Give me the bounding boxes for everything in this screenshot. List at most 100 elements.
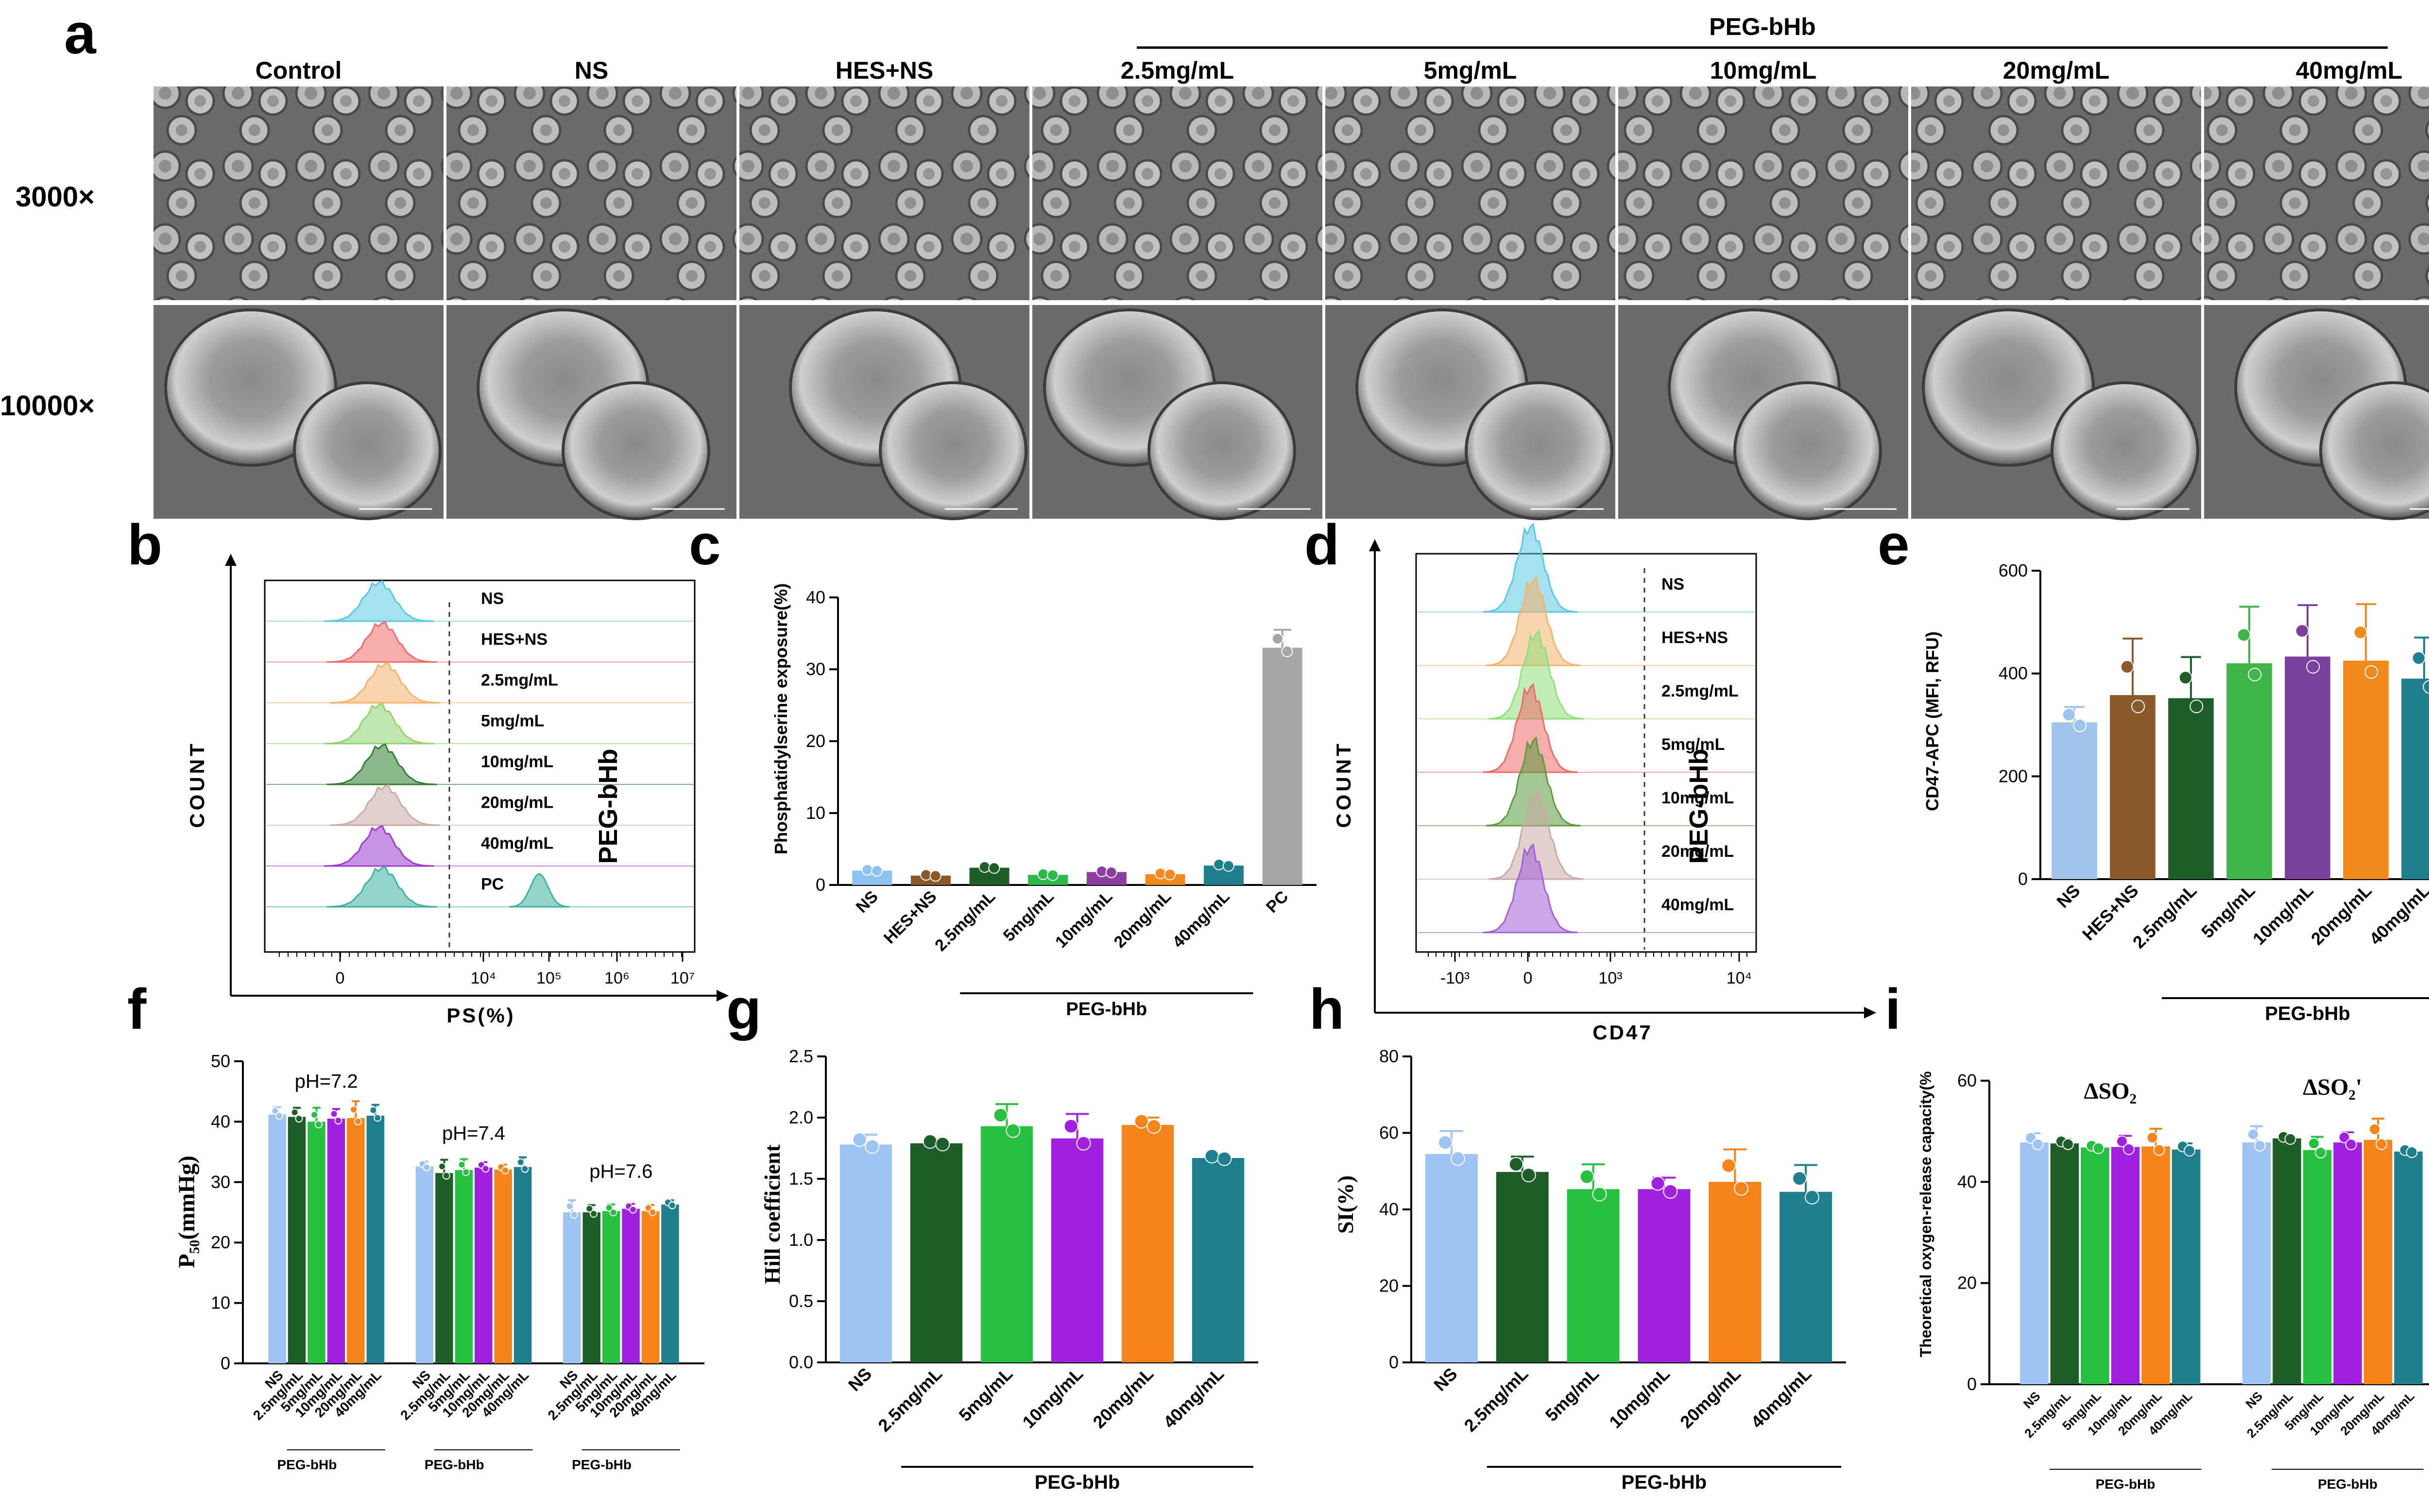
b-y-arrow-icon [225,554,237,566]
data-point [935,1137,950,1152]
histogram-ns [324,580,434,622]
x-label-2-5mg-ml: 2.5mg/mL [2129,881,2201,952]
data-point [2247,1128,2259,1140]
d-ylabel: COUNT [1332,741,1355,828]
e-ytick-label: 200 [1999,766,2028,786]
x-label-40mg-ml: 40mg/mL [1169,887,1233,951]
data-point [334,1117,342,1125]
peg-bhb-label: PEG-bHb [277,1457,337,1472]
bar-so-20mg-ml [2363,1139,2393,1384]
panel-letter-h: h [1309,977,1344,1041]
bar-5mg-ml [980,1126,1033,1362]
d-side-label: PEG-bHb [1684,749,1713,864]
x-label-20mg-ml: 20mg/mL [1676,1364,1745,1432]
histogram-5mg-ml [324,702,434,745]
g-ytick-label: 0.0 [789,1352,813,1372]
column-label-20mg-ml: 20mg/mL [2003,57,2110,84]
x-label-10mg-ml: 10mg/mL [1605,1364,1674,1432]
data-point [929,870,941,882]
data-point [1164,868,1176,881]
data-point [516,1158,525,1166]
bar-5mg-ml [2226,663,2272,879]
bar-ph-7-6-2-5mg-ml [582,1212,600,1363]
sem-tile-3000x-10mg-ml [1618,86,1908,300]
histogram-ns [1483,523,1578,613]
row-label-10000x: 10000× [0,390,95,422]
rbc-cell-large [2051,381,2199,520]
bar-ns [2052,722,2097,879]
data-point [2353,626,2367,639]
data-point [609,1208,617,1217]
d-x-arrow-icon [1864,1007,1876,1019]
bar-2-5mg-ml [910,1143,963,1362]
i-ytick-label: 40 [1957,1172,1977,1191]
x-label-40mg-ml: 40mg/mL [2365,881,2429,949]
x-label-ns: NS [1430,1364,1461,1395]
data-point [2295,624,2309,638]
data-point [2123,1143,2135,1155]
data-point [2092,1142,2104,1154]
d-y-arrow-icon [1369,539,1381,551]
sem-tile-3000x-hes-ns [739,86,1029,300]
bar-pc [1262,647,1302,885]
histogram-pc-second-peak [509,873,569,908]
c-ytick-label: 0 [816,875,825,895]
chart-f: 01020304050NS2.5mg/mL5mg/mL10mg/mL20mg/m… [211,1051,704,1472]
data-point [1063,1119,1078,1134]
bar-ph-7-6-5mg-ml [602,1211,620,1363]
bar-20mg-ml [1709,1182,1762,1362]
group-label-ph-7-6: pH=7.6 [589,1161,652,1182]
data-point [988,862,1000,874]
data-point [458,1160,466,1169]
track-label-20mg-ml: 20mg/mL [481,794,553,812]
b-plot-box [264,579,696,953]
sem-tile-3000x-40mg-ml [2204,86,2429,300]
data-point [369,1106,377,1114]
bar-10mg-ml [2285,656,2330,879]
data-point [2116,1136,2128,1147]
data-point [2315,1147,2327,1159]
data-point [2120,660,2134,674]
g-ytick-label: 1.0 [789,1230,813,1250]
bar-20mg-ml [2343,661,2389,879]
data-point [2412,651,2426,665]
panel-letter-f: f [127,977,147,1041]
bar-ph-7-4-ns [415,1166,434,1363]
data-point [865,1139,880,1154]
bar-ph-7-2-ns [268,1114,286,1363]
sem-tile-3000x-ns [446,86,736,300]
data-point [2146,1132,2158,1144]
data-point [1095,865,1108,877]
column-labels: Control NS HES+NS 2.5mg/mL 5mg/mL 10mg/mL 20mg… [256,57,2403,84]
h-ytick-label: 20 [1379,1276,1399,1296]
bar-5mg-ml [1567,1189,1620,1362]
panel-c: c Phosphatidylserine exposure(%) 0 10 20 30… [689,513,1317,1019]
data-point [871,865,883,877]
bar-so-10mg-ml [2111,1147,2140,1384]
data-point [2345,1138,2357,1151]
data-point [2248,667,2262,681]
chart-h: 0 20 40 60 80 NS2.5mg/mL 5mg/mL 10mg/mL 20mg/mL 4… [1379,1046,1846,1493]
d-xlabel: CD47 [1592,1021,1652,1044]
track-label-hes-ns: HES+NS [1661,629,1728,647]
x-label-40mg-ml: 40mg/mL [1159,1364,1228,1432]
c-ytick-label: 40 [806,587,825,607]
c-ytick-label: 30 [806,659,825,679]
data-point [438,1162,446,1171]
h-ytick-label: 0 [1389,1352,1399,1372]
rbc-cell-large [164,308,337,467]
column-label-2-5mg-ml: 2.5mg/mL [1121,57,1234,84]
group-label-so: ΔSO₂' [2303,1074,2362,1100]
data-point [275,1112,283,1120]
bar-so-5mg-ml [2081,1147,2109,1384]
data-point [271,1107,279,1115]
panel-letter-e: e [1878,513,1910,577]
data-point [2308,1138,2320,1150]
bar-so-2-5mg-ml [2273,1138,2301,1384]
data-point [295,1115,303,1123]
rbc-cell-large [562,381,710,520]
x-label-5mg-ml: 5mg/mL [1000,887,1058,945]
f-ytick-label: 40 [211,1111,230,1131]
c-ytick-label: 10 [806,803,825,823]
bar-ph-7-2-40mg-ml [366,1115,384,1363]
